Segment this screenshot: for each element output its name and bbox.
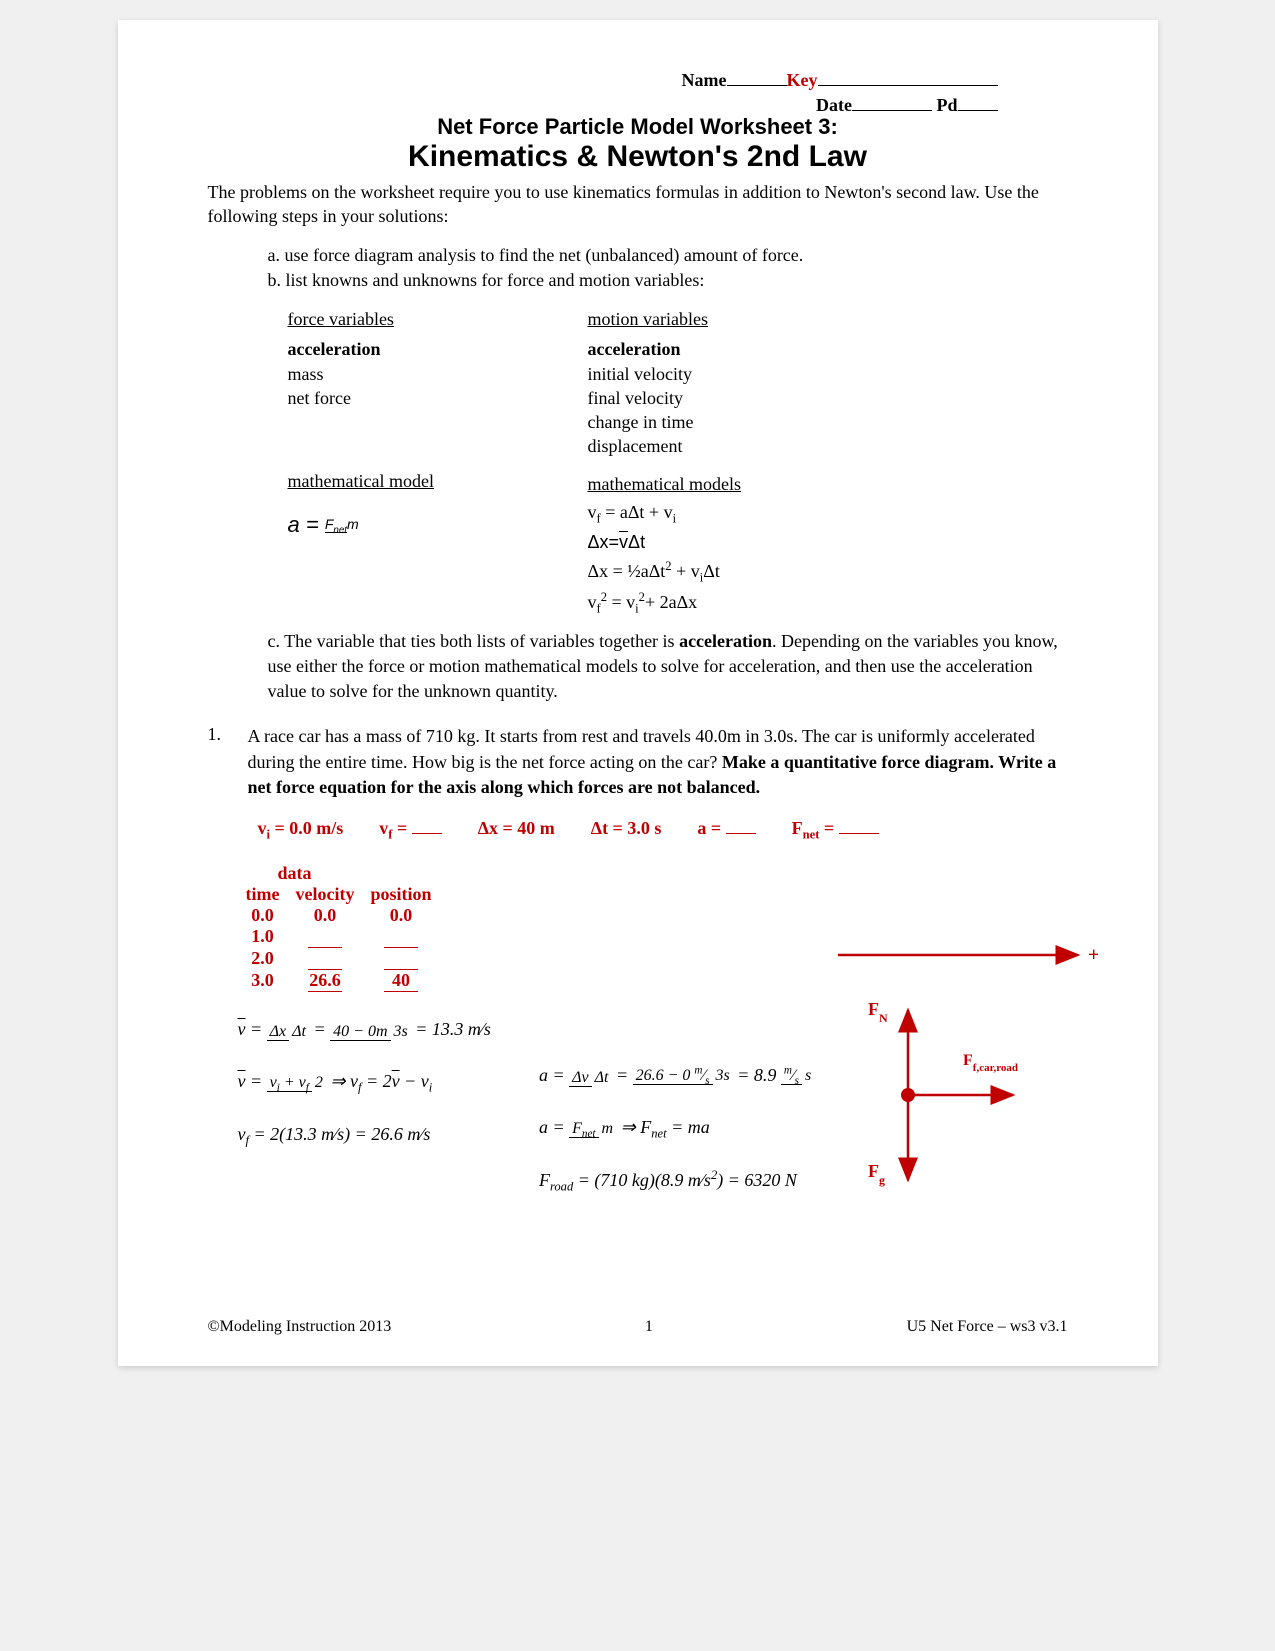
problem-1-number: 1. (208, 724, 232, 800)
name-label: Name (682, 70, 727, 90)
force-var-accel: acceleration (288, 337, 498, 361)
footer-left: ©Modeling Instruction 2013 (208, 1318, 392, 1336)
intro-text: The problems on the worksheet require yo… (208, 180, 1068, 229)
motion-eq-2: Δx=vΔt (588, 529, 741, 557)
key-answer: Key (787, 70, 818, 90)
force-variables-col: force variables acceleration mass net fo… (288, 307, 498, 459)
footer-right: U5 Net Force – ws3 v3.1 (907, 1318, 1068, 1336)
force-var-netforce: net force (288, 386, 498, 410)
motion-var-accel: acceleration (588, 337, 798, 361)
footer-center: 1 (645, 1318, 653, 1336)
force-diagram-svg: + FN Ff,car,road Fg (758, 915, 1098, 1265)
given-fnet: Fnet = (792, 818, 879, 843)
variables-table: force variables acceleration mass net fo… (288, 307, 1068, 459)
given-dt: Δt = 3.0 s (591, 818, 662, 843)
pd-label: Pd (936, 95, 957, 115)
data-label: data (278, 863, 1068, 884)
given-values-line: vi = 0.0 m/s vf = Δx = 40 m Δt = 3.0 s a… (258, 818, 1068, 843)
motion-var-dx: displacement (588, 434, 798, 458)
force-vars-header: force variables (288, 307, 498, 331)
plus-label: + (1088, 944, 1098, 966)
table-row: 3.026.6 40 (238, 970, 440, 992)
force-formula: a = Fnetm (288, 512, 498, 538)
worksheet-title-2: Kinematics & Newton's 2nd Law (208, 140, 1068, 174)
table-row: 1.0 (238, 926, 440, 948)
motion-vars-header: motion variables (588, 307, 798, 331)
eq-vbar: v = ΔxΔt = 40 − 0m3s = 13.3 m⁄s (238, 1006, 491, 1053)
motion-eq-4: vf2 = vi2+ 2aΔx (588, 588, 741, 619)
motion-math-models-col: mathematical models vf = aΔt + vi Δx=vΔt… (588, 471, 741, 619)
given-vi: vi = 0.0 m/s (258, 818, 344, 843)
motion-var-dt: change in time (588, 410, 798, 434)
pd-blank (958, 110, 998, 111)
ff-label: Ff,car,road (963, 1052, 1018, 1074)
step-a: a. use force diagram analysis to find th… (268, 243, 1068, 268)
data-hdr-velocity: velocity (287, 884, 362, 905)
given-dx: Δx = 40 m (478, 818, 555, 843)
problem-1: 1. A race car has a mass of 710 kg. It s… (208, 724, 1068, 800)
motion-eq-3: Δx = ½aΔt2 + viΔt (588, 557, 741, 588)
motion-var-vf: final velocity (588, 386, 798, 410)
table-row: 2.0 (238, 948, 440, 970)
given-a: a = (697, 818, 755, 843)
header-date-line: Date Pd (208, 95, 998, 116)
date-label: Date (816, 95, 852, 115)
eq-vf-value: vf = 2(13.3 m⁄s) = 26.6 m⁄s (238, 1111, 491, 1158)
equations-left-col: v = ΔxΔt = 40 − 0m3s = 13.3 m⁄s v = vi +… (238, 1006, 491, 1164)
name-blank-before (727, 85, 787, 86)
math-models-row: mathematical model a = Fnetm mathematica… (288, 471, 1068, 619)
steps-block: a. use force diagram analysis to find th… (268, 243, 1068, 293)
data-hdr-position: position (362, 884, 439, 905)
fg-label: Fg (868, 1161, 885, 1187)
force-math-model-col: mathematical model a = Fnetm (288, 471, 498, 619)
given-vf: vf = (379, 818, 441, 843)
motion-var-vi: initial velocity (588, 362, 798, 386)
step-c: c. The variable that ties both lists of … (268, 629, 1068, 705)
table-row: 0.00.00.0 (238, 905, 440, 926)
eq-vf-derive: v = vi + vf2 ⇒ vf = 2v − vi (238, 1058, 491, 1105)
step-b: b. list knowns and unknowns for force an… (268, 268, 1068, 293)
data-hdr-time: time (238, 884, 288, 905)
page-footer: ©Modeling Instruction 2013 1 U5 Net Forc… (208, 1318, 1068, 1336)
motion-variables-col: motion variables acceleration initial ve… (588, 307, 798, 459)
fn-label: FN (868, 999, 888, 1025)
force-var-mass: mass (288, 362, 498, 386)
name-blank-after (818, 85, 998, 86)
data-table: time velocity position 0.00.00.0 1.0 2.0… (238, 884, 440, 992)
document-page: Name Key Date Pd Net Force Particle Model… (118, 20, 1158, 1366)
worksheet-title-1: Net Force Particle Model Worksheet 3: (208, 114, 1068, 140)
date-blank (852, 110, 932, 111)
motion-eq-1: vf = aΔt + vi (588, 499, 741, 529)
problem-1-body: A race car has a mass of 710 kg. It star… (248, 724, 1068, 800)
math-model-label: mathematical model (288, 471, 498, 492)
header-name-line: Name Key (208, 70, 998, 91)
force-diagram: + FN Ff,car,road Fg (758, 915, 1098, 1265)
math-models-label: mathematical models (588, 471, 741, 499)
